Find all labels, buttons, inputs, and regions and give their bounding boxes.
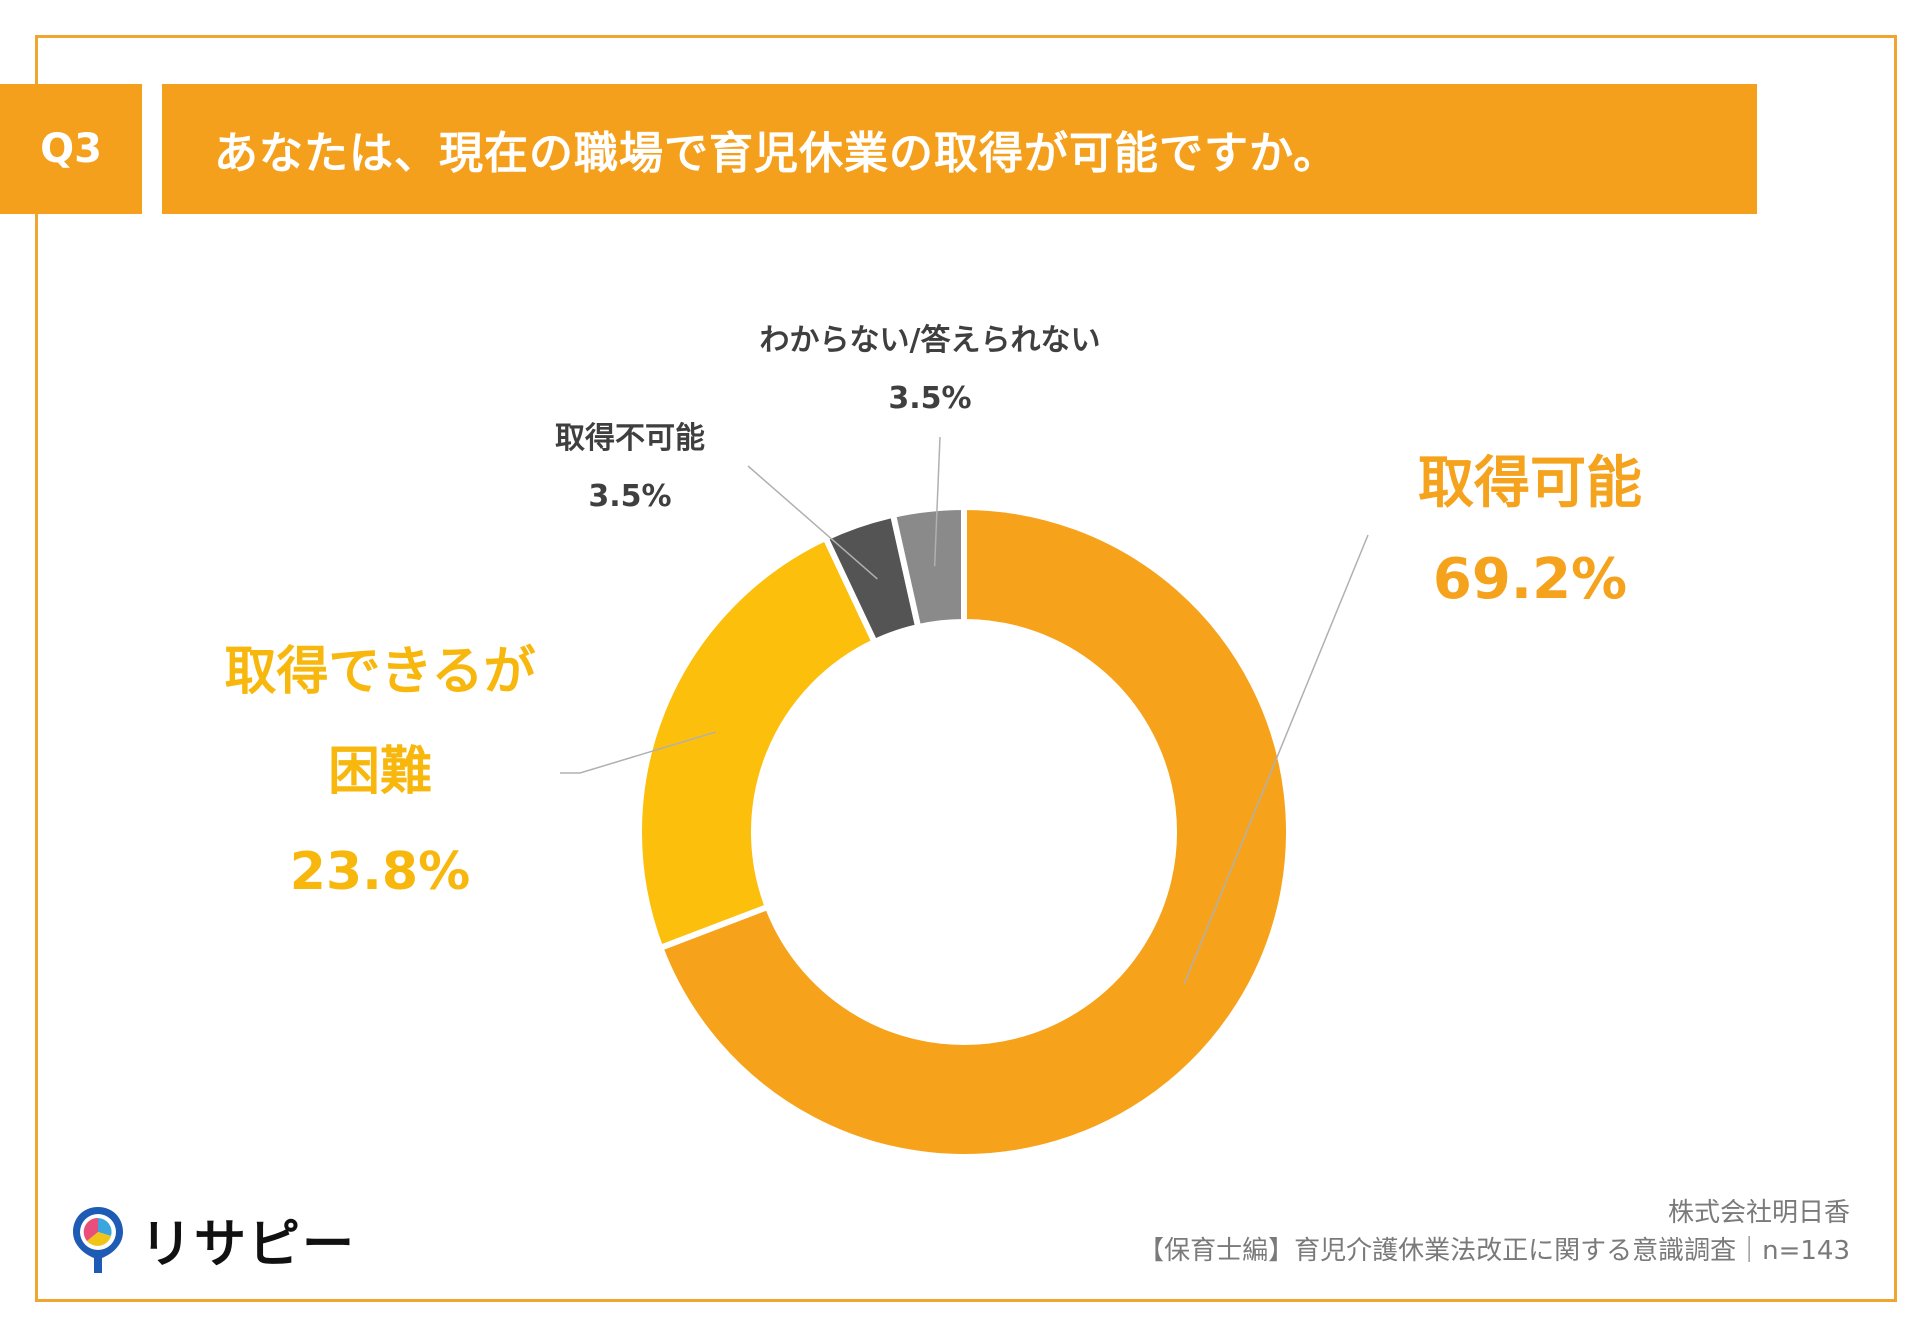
slice-available [656,503,1292,1160]
chart-frame [35,35,1897,1302]
label-not-available-value: 3.5% [588,479,672,514]
label-unknown: わからない/答えられない 3.5% [700,312,1160,428]
slice-available-leader-line [1183,534,1369,985]
label-available: 取得可能 69.2% [1370,436,1690,628]
label-difficult-value: 23.8% [289,842,471,902]
label-not-available: 取得不可能 3.5% [510,410,750,526]
label-not-available-name: 取得不可能 [555,421,705,456]
label-unknown-name: わからない/答えられない [759,323,1101,358]
question-title: あなたは、現在の職場で育児休業の取得が可能ですか。 [162,84,1757,214]
label-available-value: 69.2% [1432,547,1628,612]
map-pin-pie-icon [73,1207,123,1273]
label-available-name: 取得可能 [1418,451,1642,516]
company-logo: リサピー [68,1203,356,1275]
label-difficult-name-line1: 取得できるが [224,642,536,702]
footer-company: 株式会社明日香 [1667,1198,1850,1228]
question-number-badge: Q3 [0,84,142,214]
slice-not-available-leader-line [747,465,878,580]
slice-unknown-leader-line [933,436,941,567]
footer-credit: 株式会社明日香 【保育士編】育児介護休業法改正に関する意識調査｜n=143 [1138,1194,1850,1270]
label-difficult-name-line2: 困難 [327,742,432,802]
slice-unknown [889,503,967,631]
label-difficult: 取得できるが 困難 23.8% [180,622,580,922]
logo-text: リサピー [140,1214,357,1275]
slice-difficult-leader-line [560,731,717,774]
label-unknown-value: 3.5% [888,381,972,416]
footer-survey: 【保育士編】育児介護休業法改正に関する意識調査｜n=143 [1138,1236,1850,1266]
slice-difficult [636,533,879,952]
